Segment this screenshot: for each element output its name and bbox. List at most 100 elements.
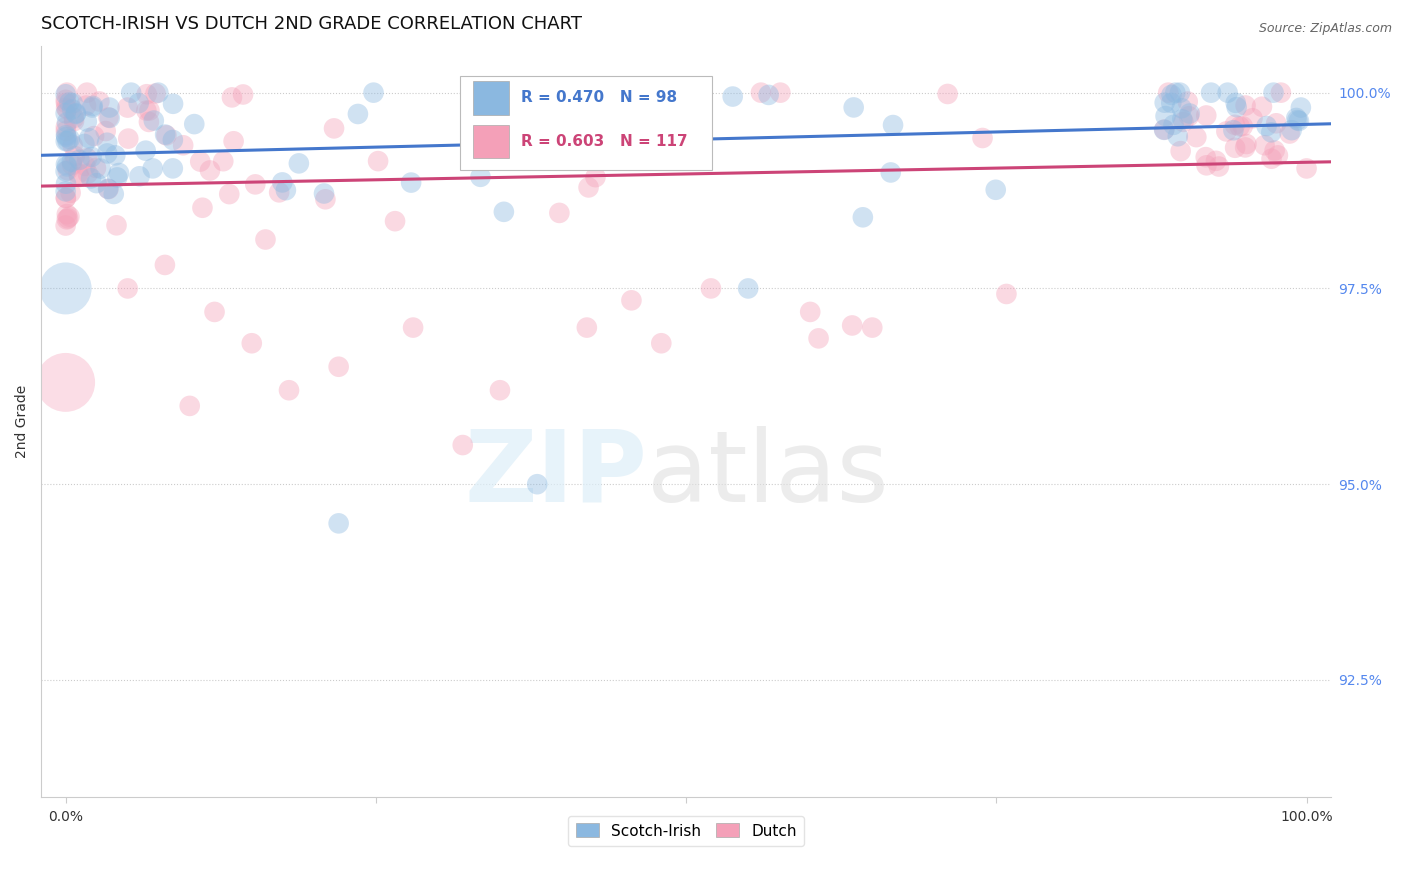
Point: [232, 87, 254, 102]
Bar: [474, 125, 509, 159]
Point: [103, 186, 125, 201]
Point: [274, 183, 297, 197]
Point: [671, 107, 693, 121]
Point: [73, 136, 96, 151]
Point: [55, 219, 77, 233]
Point: [271, 175, 294, 189]
Point: [59, 132, 82, 146]
Point: [105, 219, 128, 233]
Point: [162, 96, 184, 111]
Point: [76, 167, 98, 181]
Point: [145, 87, 167, 101]
Point: [96, 136, 118, 150]
Point: [75, 159, 97, 173]
Point: [1241, 112, 1264, 126]
Point: [117, 131, 139, 145]
Point: [1270, 86, 1292, 100]
Point: [1195, 150, 1218, 164]
Point: [363, 86, 385, 100]
Point: [1216, 86, 1239, 100]
Point: [142, 161, 165, 176]
Point: [1199, 86, 1222, 100]
Point: [548, 206, 571, 220]
Point: [135, 87, 157, 102]
Point: [1154, 109, 1177, 123]
Point: [1226, 100, 1249, 114]
Point: [60, 158, 83, 172]
Point: [1232, 120, 1254, 134]
Point: [97, 182, 120, 196]
Point: [55, 177, 77, 191]
Point: [1153, 123, 1175, 137]
Point: [128, 169, 150, 184]
FancyBboxPatch shape: [460, 76, 711, 169]
Point: [1225, 95, 1247, 110]
Point: [90, 161, 112, 176]
Point: [108, 166, 131, 180]
Point: [578, 180, 600, 194]
Point: [55, 191, 77, 205]
Point: [120, 86, 142, 100]
Y-axis label: 2nd Grade: 2nd Grade: [15, 385, 30, 458]
Point: [86, 176, 108, 190]
Point: [89, 95, 111, 109]
Point: [179, 399, 201, 413]
Point: [1286, 113, 1309, 128]
Point: [55, 212, 77, 227]
Point: [105, 170, 128, 185]
Text: atlas: atlas: [647, 425, 889, 523]
Point: [62, 96, 84, 111]
Point: [148, 86, 170, 100]
Point: [683, 129, 706, 144]
Point: [1171, 112, 1194, 127]
Point: [1260, 125, 1282, 139]
Point: [84, 161, 107, 175]
Point: [162, 133, 184, 147]
Point: [1264, 144, 1286, 158]
Point: [138, 115, 160, 129]
Point: [56, 102, 79, 116]
Point: [1263, 86, 1285, 100]
Point: [314, 192, 336, 206]
Point: [153, 258, 176, 272]
Point: [191, 201, 214, 215]
Point: [80, 150, 103, 164]
Point: [55, 191, 77, 205]
Point: [1234, 98, 1257, 112]
Point: [254, 233, 277, 247]
Point: [135, 144, 157, 158]
Point: [67, 167, 90, 181]
Point: [347, 107, 370, 121]
Point: [67, 153, 90, 167]
Point: [63, 149, 86, 163]
Point: [1222, 123, 1244, 137]
Point: [63, 114, 86, 128]
Point: [80, 171, 103, 186]
Point: [67, 170, 90, 185]
Point: [55, 157, 77, 171]
Point: [104, 148, 127, 162]
Point: [1163, 118, 1185, 132]
Point: [1234, 140, 1257, 154]
Point: [585, 170, 607, 185]
Point: [55, 134, 77, 148]
Point: [489, 99, 512, 113]
Point: [1170, 101, 1192, 115]
Point: [1229, 120, 1251, 134]
Point: [451, 438, 474, 452]
Point: [55, 101, 77, 115]
Point: [526, 477, 548, 491]
Point: [1223, 141, 1246, 155]
Point: [1223, 118, 1246, 132]
Point: [489, 383, 512, 397]
Point: [1185, 130, 1208, 145]
Point: [135, 103, 157, 118]
Point: [55, 106, 77, 120]
Point: [613, 86, 636, 100]
Point: [58, 210, 80, 224]
Point: [575, 320, 598, 334]
Point: [1160, 95, 1182, 110]
Point: [56, 163, 79, 178]
Point: [222, 134, 245, 148]
Text: SCOTCH-IRISH VS DUTCH 2ND GRADE CORRELATION CHART: SCOTCH-IRISH VS DUTCH 2ND GRADE CORRELAT…: [41, 15, 582, 33]
